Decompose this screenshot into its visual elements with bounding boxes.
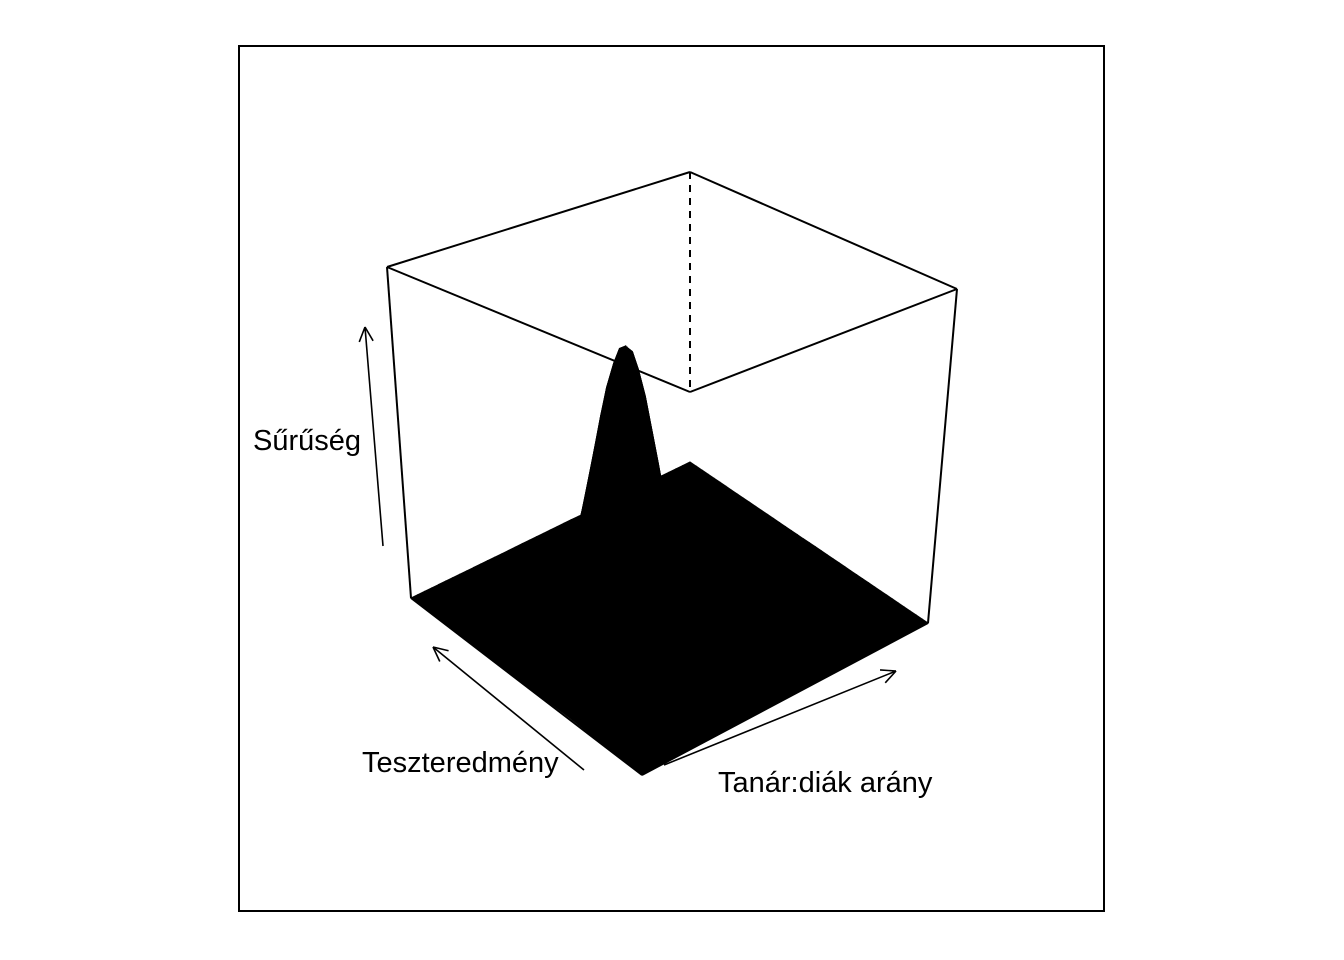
y-axis-arrow-head-b [432, 646, 441, 662]
box-edge-top-back-right [689, 171, 958, 290]
box-edge-top-front-right [689, 288, 958, 393]
x-axis-label: Tanár:diák arány [718, 767, 933, 799]
box-edge-top-front-left [386, 266, 691, 393]
box-back-edges [386, 171, 958, 624]
y-axis-label: Teszteredmény [362, 747, 559, 779]
plot-frame [238, 45, 1105, 912]
box-edge-base-right [641, 622, 929, 776]
x-axis-arrow-head-a [884, 670, 897, 684]
y-axis-arrow-head-a [432, 646, 449, 652]
box-edge-top-back-left [386, 171, 691, 268]
surface [410, 345, 929, 776]
z-axis-arrow-head-a [364, 326, 374, 342]
y-axis-arrow [432, 646, 585, 771]
x-axis-arrow [663, 670, 897, 766]
z-axis-label: Sűrűség [253, 425, 361, 457]
box-front-edges [410, 597, 929, 776]
x-axis-arrow-head-b [879, 669, 897, 672]
z-axis-arrow-head-b [358, 326, 366, 343]
box-edge-left-vertical [386, 266, 412, 599]
box-edge-base-left [410, 597, 643, 776]
z-axis-arrow [364, 326, 384, 547]
axis-arrows [358, 326, 897, 771]
box-edge-right-vertical [927, 288, 958, 624]
